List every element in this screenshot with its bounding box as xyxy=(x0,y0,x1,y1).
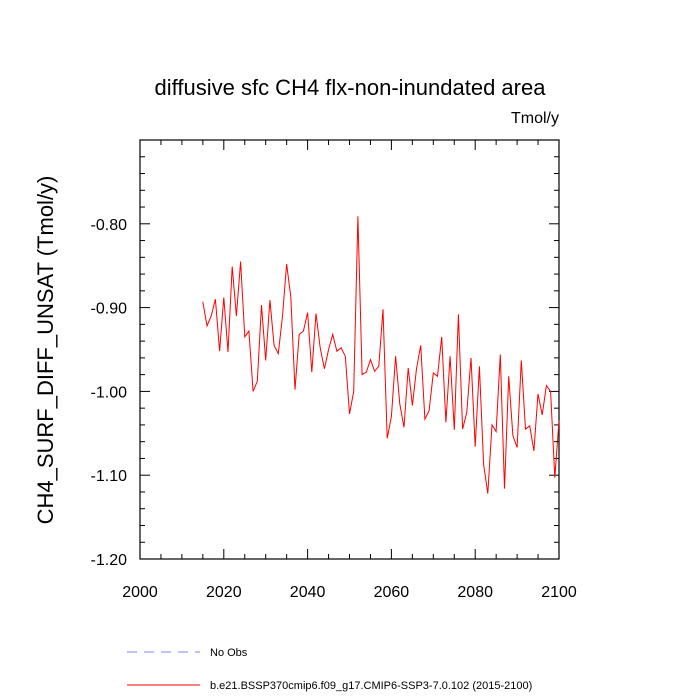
x-tick-label: 2020 xyxy=(206,584,242,601)
legend-label-no-obs: No Obs xyxy=(210,647,248,659)
y-tick-label: -0.90 xyxy=(91,301,128,318)
x-tick-label: 2000 xyxy=(122,584,158,601)
x-tick-label: 2040 xyxy=(290,584,326,601)
plot-frame xyxy=(139,139,560,560)
units-label: Tmol/y xyxy=(511,110,559,127)
y-tick-label: -1.20 xyxy=(91,552,128,569)
axis-ticks xyxy=(139,139,560,560)
x-tick-labels: 2000 2020 2040 2060 2080 2100 xyxy=(122,584,577,601)
legend-label-run: b.e21.BSSP370cmip6.f09_g17.CMIP6-SSP3-7.… xyxy=(210,680,532,692)
x-tick-label: 2060 xyxy=(374,584,410,601)
series-line xyxy=(202,216,560,494)
x-tick-label: 2080 xyxy=(457,584,493,601)
y-tick-label: -1.00 xyxy=(91,384,128,401)
x-tick-label: 2100 xyxy=(541,584,577,601)
legend: No Obs b.e21.BSSP370cmip6.f09_g17.CMIP6-… xyxy=(127,647,532,692)
y-tick-label: -1.10 xyxy=(91,468,128,485)
y-tick-labels: -1.20 -1.10 -1.00 -0.90 -0.80 xyxy=(91,217,128,569)
series-group xyxy=(202,216,560,494)
y-axis-label: CH4_SURF_DIFF_UNSAT (Tmol/y) xyxy=(33,176,58,525)
chart-title: diffusive sfc CH4 flx-non-inundated area xyxy=(155,75,547,100)
y-tick-label: -0.80 xyxy=(91,217,128,234)
